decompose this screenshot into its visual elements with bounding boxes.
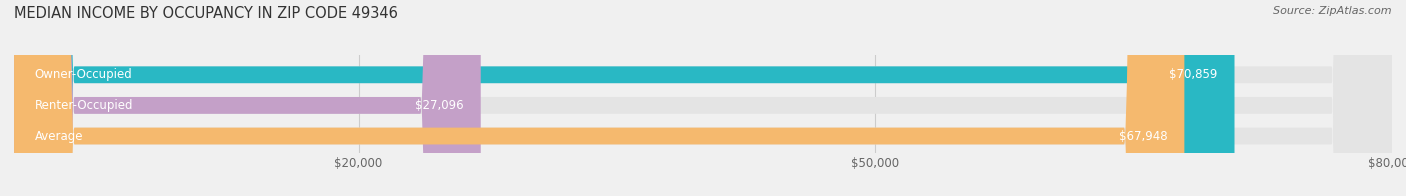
FancyBboxPatch shape	[14, 0, 1392, 196]
Text: MEDIAN INCOME BY OCCUPANCY IN ZIP CODE 49346: MEDIAN INCOME BY OCCUPANCY IN ZIP CODE 4…	[14, 6, 398, 21]
FancyBboxPatch shape	[14, 0, 1392, 196]
Text: $70,859: $70,859	[1168, 68, 1218, 81]
Text: $67,948: $67,948	[1119, 130, 1167, 142]
Text: Renter-Occupied: Renter-Occupied	[35, 99, 134, 112]
FancyBboxPatch shape	[14, 0, 481, 196]
FancyBboxPatch shape	[14, 0, 1184, 196]
Text: Average: Average	[35, 130, 83, 142]
FancyBboxPatch shape	[14, 0, 1392, 196]
Text: Source: ZipAtlas.com: Source: ZipAtlas.com	[1274, 6, 1392, 16]
FancyBboxPatch shape	[14, 0, 1234, 196]
Text: Owner-Occupied: Owner-Occupied	[35, 68, 132, 81]
Text: $27,096: $27,096	[415, 99, 464, 112]
